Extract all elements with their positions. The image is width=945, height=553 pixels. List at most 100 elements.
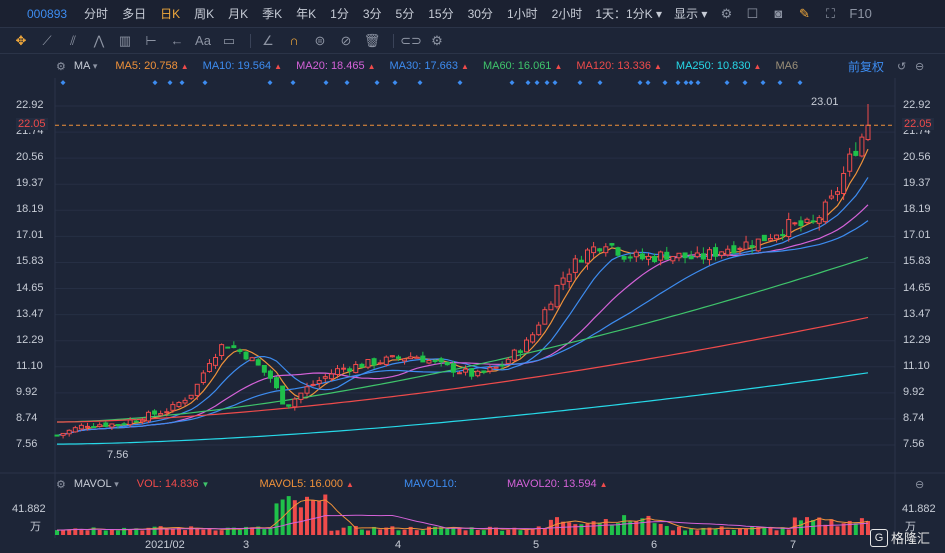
event-marker-icon[interactable] <box>688 80 694 86</box>
candle <box>359 362 365 368</box>
event-marker-icon[interactable] <box>179 80 185 86</box>
draw-settings-icon[interactable]: ⚙ <box>431 32 443 48</box>
candle <box>231 341 237 349</box>
price-tick-left: 17.01 <box>16 229 44 242</box>
undo-icon[interactable]: ↺ <box>897 60 907 73</box>
period-tab-4[interactable]: 月K <box>228 7 249 21</box>
collapse-icon[interactable]: ⊖ <box>915 60 925 73</box>
adjust-button[interactable]: 前复权 <box>848 59 885 74</box>
event-marker-icon[interactable] <box>374 80 380 86</box>
event-marker-icon[interactable] <box>525 80 531 86</box>
volume-bar <box>176 527 181 535</box>
channel-tool-icon[interactable]: ⫽ <box>70 32 76 48</box>
period-tab-13[interactable]: 2小时 <box>551 7 583 21</box>
event-marker-icon[interactable] <box>724 80 730 86</box>
vol-indicator-selector[interactable]: MAVOL ▾ <box>73 478 119 490</box>
fullscreen-icon[interactable]: ⛶ <box>825 5 835 21</box>
period-tab-7[interactable]: 1分 <box>330 7 349 21</box>
period-tab-1[interactable]: 多日 <box>122 7 147 21</box>
event-marker-icon[interactable] <box>534 80 540 86</box>
event-marker-icon[interactable] <box>777 80 783 86</box>
move-icon[interactable]: ✥ <box>15 32 27 48</box>
volume-bar <box>451 528 456 535</box>
period-tab-9[interactable]: 5分 <box>395 7 415 21</box>
period-tab-2[interactable]: 日K <box>160 7 181 21</box>
wave-tool-icon[interactable]: ⋀ <box>93 32 105 48</box>
hide-icon[interactable]: ⊘ <box>340 32 352 48</box>
high-price-label: 23.01 <box>811 96 839 108</box>
event-marker-icon[interactable] <box>597 80 603 86</box>
up-arrow-icon: ▲ <box>599 480 608 489</box>
event-marker-icon[interactable] <box>344 80 350 86</box>
event-marker-icon[interactable] <box>290 80 296 86</box>
ma-value-6: MA250: 10.830 ▲ <box>676 60 762 72</box>
event-marker-icon[interactable] <box>60 80 66 86</box>
event-marker-icon[interactable] <box>742 80 748 86</box>
event-marker-icon[interactable] <box>760 80 766 86</box>
settings-icon[interactable]: ⚙ <box>720 5 733 21</box>
vol-close-icon[interactable]: ⊖ <box>915 478 925 491</box>
period-tab-8[interactable]: 3分 <box>362 7 382 21</box>
period-tab-3[interactable]: 周K <box>194 7 215 21</box>
candle <box>267 369 273 383</box>
volume-bar <box>634 521 639 535</box>
event-marker-icon[interactable] <box>675 80 681 86</box>
event-marker-icon[interactable] <box>544 80 550 86</box>
vol-settings-icon[interactable]: ⚙ <box>56 478 66 491</box>
checkbox-icon[interactable]: ☐ <box>746 5 759 21</box>
period-tab-12[interactable]: 1小时 <box>506 7 538 21</box>
candle <box>664 246 670 260</box>
volume-bar <box>640 518 645 535</box>
range-tool-icon[interactable]: ⊢ <box>145 32 157 48</box>
period-tab-10[interactable]: 15分 <box>428 7 454 21</box>
trash-icon[interactable]: 🗑 <box>363 32 381 48</box>
event-marker-icon[interactable] <box>323 80 329 86</box>
volume-bar <box>518 530 523 535</box>
event-marker-icon[interactable] <box>695 80 701 86</box>
arrow-tool-icon[interactable]: ← <box>170 33 184 48</box>
event-marker-icon[interactable] <box>392 80 398 86</box>
event-marker-icon[interactable] <box>662 80 668 86</box>
price-tick-right: 7.56 <box>903 438 925 450</box>
text-tool-icon[interactable]: Aa <box>195 33 211 48</box>
candle <box>554 284 560 309</box>
fibonacci-tool-icon[interactable]: ▥ <box>118 32 132 48</box>
candle <box>524 337 530 353</box>
candlestick-chart[interactable] <box>0 78 945 548</box>
volume-bar <box>512 527 517 535</box>
event-marker-icon[interactable] <box>152 80 158 86</box>
link-icon[interactable]: ⊂⊃ <box>400 32 422 48</box>
event-marker-icon[interactable] <box>577 80 583 86</box>
f10-button[interactable]: F10 <box>849 5 872 21</box>
magnet-icon[interactable]: ∩ <box>289 33 299 48</box>
interval-dropdown[interactable]: 1天：1分K ▾ <box>595 7 663 21</box>
period-tab-11[interactable]: 30分 <box>467 7 493 21</box>
ma-settings-icon[interactable]: ⚙ <box>56 60 66 73</box>
stock-code[interactable]: 000893 <box>27 6 68 21</box>
display-dropdown[interactable]: 显示 ▾ <box>674 7 708 21</box>
event-marker-icon[interactable] <box>457 80 463 86</box>
event-marker-icon[interactable] <box>637 80 643 86</box>
period-tab-6[interactable]: 年K <box>296 7 317 21</box>
volume-bar <box>170 528 175 535</box>
event-marker-icon[interactable] <box>202 80 208 86</box>
event-marker-icon[interactable] <box>797 80 803 86</box>
event-marker-icon[interactable] <box>267 80 273 86</box>
ruler-icon[interactable]: ∠ <box>262 32 274 48</box>
ma-indicator-selector[interactable]: MA ▾ <box>73 60 98 72</box>
pencil-icon[interactable]: ✎ <box>798 5 810 21</box>
line-tool-icon[interactable]: ⟋ <box>42 32 52 48</box>
event-marker-icon[interactable] <box>509 80 515 86</box>
period-tab-5[interactable]: 季K <box>262 7 283 21</box>
event-marker-icon[interactable] <box>417 80 423 86</box>
lock-icon[interactable]: ⊜ <box>314 32 326 48</box>
event-marker-icon[interactable] <box>683 80 689 86</box>
period-tab-0[interactable]: 分时 <box>84 7 109 21</box>
comment-tool-icon[interactable]: ▭ <box>222 32 236 48</box>
camera-icon[interactable]: ◙ <box>774 5 783 21</box>
event-marker-icon[interactable] <box>552 80 558 86</box>
event-marker-icon[interactable] <box>645 80 651 86</box>
event-marker-icon[interactable] <box>167 80 173 86</box>
low-price-label: 7.56 <box>107 449 129 461</box>
candle <box>456 371 462 375</box>
